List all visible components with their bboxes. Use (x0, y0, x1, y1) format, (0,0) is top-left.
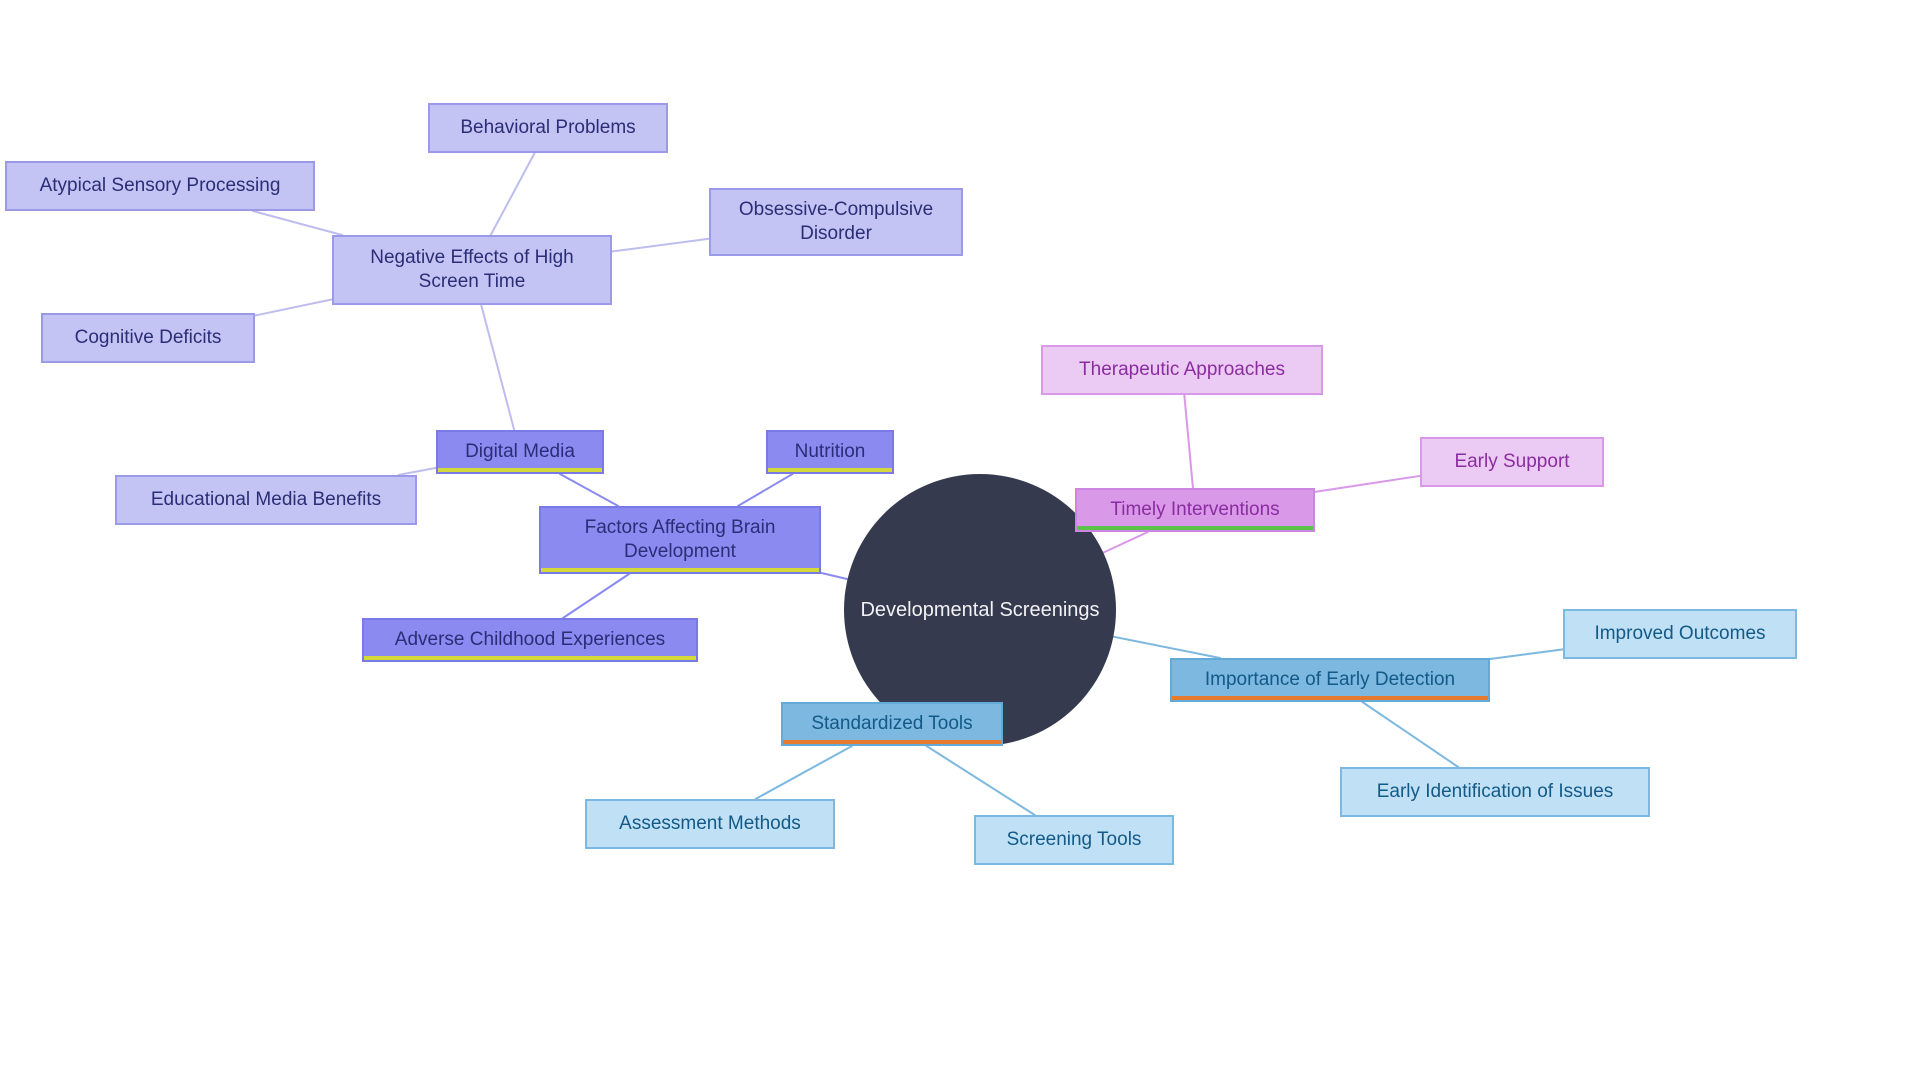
edge (1103, 532, 1147, 553)
node-label: Standardized Tools (811, 712, 972, 736)
node-neg_effects: Negative Effects of High Screen Time (332, 235, 612, 305)
node-importance: Importance of Early Detection (1170, 658, 1490, 702)
node-label: Cognitive Deficits (75, 326, 222, 350)
node-label: Timely Interventions (1110, 498, 1279, 522)
node-cognitive_deficits: Cognitive Deficits (41, 313, 255, 363)
node-label: Therapeutic Approaches (1079, 358, 1285, 382)
edge (1490, 649, 1563, 659)
edge (481, 305, 514, 430)
edge (560, 474, 618, 506)
node-label: Screening Tools (1007, 828, 1142, 852)
edge (1184, 395, 1193, 488)
edge (612, 239, 709, 252)
node-label: Obsessive-Compulsive Disorder (725, 198, 947, 246)
node-label: Developmental Screenings (860, 598, 1099, 623)
node-early_id: Early Identification of Issues (1340, 767, 1650, 817)
node-ace: Adverse Childhood Experiences (362, 618, 698, 662)
node-label: Factors Affecting Brain Development (555, 516, 805, 564)
edge (491, 153, 535, 235)
node-label: Nutrition (795, 440, 866, 464)
edge (927, 746, 1035, 815)
node-label: Digital Media (465, 440, 575, 464)
node-label: Improved Outcomes (1594, 622, 1765, 646)
node-ocd: Obsessive-Compulsive Disorder (709, 188, 963, 256)
edge (756, 746, 852, 799)
edge (1113, 637, 1220, 658)
node-label: Negative Effects of High Screen Time (348, 246, 596, 294)
edge (563, 574, 629, 618)
node-label: Early Support (1454, 450, 1569, 474)
edge (738, 474, 793, 506)
edge (255, 299, 332, 315)
node-label: Adverse Childhood Experiences (395, 628, 665, 652)
edge (1362, 702, 1458, 767)
node-improved: Improved Outcomes (1563, 609, 1797, 659)
node-label: Assessment Methods (619, 812, 801, 836)
node-therapeutic: Therapeutic Approaches (1041, 345, 1323, 395)
node-screening_tools: Screening Tools (974, 815, 1174, 865)
edge (1315, 476, 1420, 492)
node-label: Atypical Sensory Processing (40, 174, 281, 198)
node-atypical_sensory: Atypical Sensory Processing (5, 161, 315, 211)
edge (253, 211, 342, 235)
node-behavioral: Behavioral Problems (428, 103, 668, 153)
edge (821, 573, 848, 579)
node-standardized: Standardized Tools (781, 702, 1003, 746)
node-label: Early Identification of Issues (1377, 780, 1614, 804)
node-edu_media: Educational Media Benefits (115, 475, 417, 525)
node-label: Educational Media Benefits (151, 488, 381, 512)
node-factors: Factors Affecting Brain Development (539, 506, 821, 574)
node-label: Behavioral Problems (460, 116, 635, 140)
node-early_support: Early Support (1420, 437, 1604, 487)
node-label: Importance of Early Detection (1205, 668, 1455, 692)
mindmap-canvas: Developmental Screenings Factors Affectin… (0, 0, 1920, 1080)
node-assessment: Assessment Methods (585, 799, 835, 849)
node-digital_media: Digital Media (436, 430, 604, 474)
edge (398, 468, 436, 475)
node-nutrition: Nutrition (766, 430, 894, 474)
node-timely: Timely Interventions (1075, 488, 1315, 532)
